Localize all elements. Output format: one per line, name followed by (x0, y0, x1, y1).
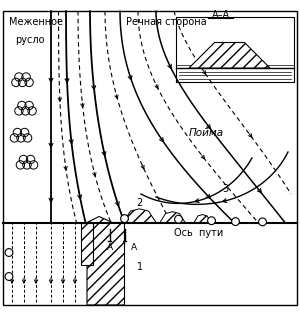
Text: А: А (106, 244, 112, 252)
Circle shape (5, 249, 13, 256)
Text: 3: 3 (222, 184, 228, 193)
Polygon shape (194, 215, 211, 222)
Text: Пойма: Пойма (189, 128, 224, 138)
Circle shape (232, 218, 239, 226)
Text: Ось  пути: Ось пути (174, 228, 223, 239)
Circle shape (175, 215, 182, 223)
Polygon shape (123, 209, 156, 222)
Polygon shape (87, 216, 124, 305)
Text: Речная сторона: Речная сторона (126, 17, 207, 27)
Polygon shape (189, 42, 270, 68)
Circle shape (259, 218, 266, 226)
Polygon shape (81, 222, 93, 264)
Polygon shape (160, 212, 185, 222)
Text: Меженное: Меженное (9, 17, 63, 27)
Text: А–А: А–А (212, 9, 230, 20)
Circle shape (5, 273, 13, 280)
Text: А: А (130, 244, 136, 252)
Text: русло: русло (15, 35, 44, 45)
Circle shape (121, 215, 128, 222)
Circle shape (208, 217, 215, 225)
Text: 1: 1 (136, 262, 142, 271)
Text: 2: 2 (136, 198, 143, 209)
